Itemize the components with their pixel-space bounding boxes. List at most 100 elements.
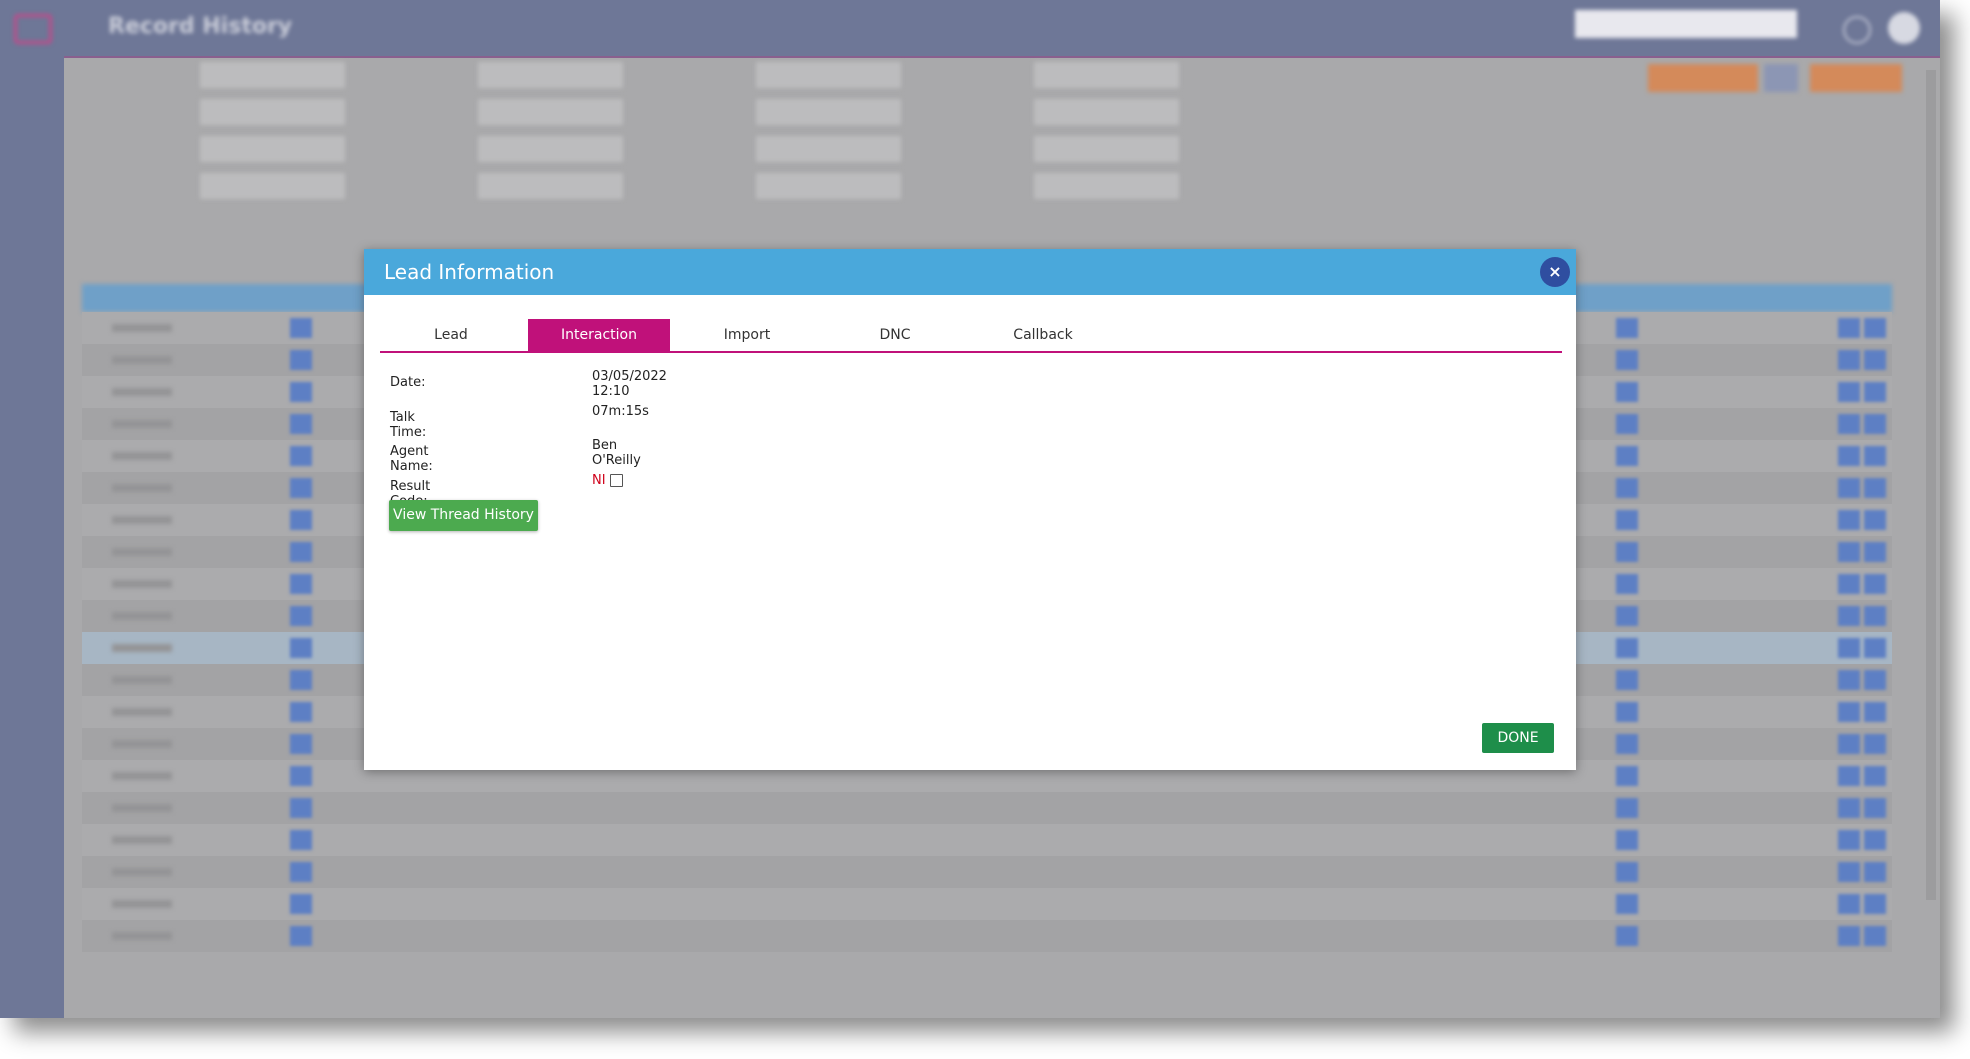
modal-header: Lead Information × (364, 249, 1576, 295)
row-icon (1838, 382, 1860, 402)
tab[interactable]: Lead (434, 327, 468, 343)
tab[interactable]: Import (723, 327, 771, 343)
row-text (112, 452, 172, 460)
filter-input (756, 99, 901, 125)
edit-icon[interactable] (610, 473, 623, 487)
row-icon (1864, 894, 1886, 914)
row-icon (1838, 798, 1860, 818)
row-icon (290, 606, 312, 626)
field-label: Date: (390, 375, 426, 390)
row-icon (1838, 574, 1860, 594)
filter-input (756, 136, 901, 162)
row-text (112, 932, 172, 940)
row-icon (1864, 318, 1886, 338)
row-text (112, 708, 172, 716)
row-icon (1838, 638, 1860, 658)
row-text (112, 420, 172, 428)
row-text (112, 772, 172, 780)
tab[interactable]: Callback (1013, 327, 1073, 343)
row-icon (1864, 862, 1886, 882)
row-icon (1616, 670, 1638, 690)
table-row (82, 920, 1892, 952)
done-button[interactable]: DONE (1482, 723, 1554, 753)
row-icon (1838, 734, 1860, 754)
filter-input (478, 62, 623, 88)
row-icon (1616, 446, 1638, 466)
filter-input (1034, 173, 1179, 199)
lead-information-modal: Lead Information × Lead Interaction Import… (364, 249, 1576, 770)
row-icon (1838, 446, 1860, 466)
row-icon (1838, 606, 1860, 626)
table-row (82, 856, 1892, 888)
row-text (112, 516, 172, 524)
row-icon (1616, 350, 1638, 370)
row-icon (1864, 670, 1886, 690)
row-icon (290, 478, 312, 498)
row-icon (1616, 382, 1638, 402)
row-icon (1864, 478, 1886, 498)
row-icon (1616, 766, 1638, 786)
close-button[interactable]: × (1540, 257, 1570, 287)
page-title: Record History (108, 14, 293, 39)
row-icon (290, 670, 312, 690)
avatar (1888, 12, 1920, 44)
row-icon (290, 446, 312, 466)
row-icon (1616, 510, 1638, 530)
row-text (112, 388, 172, 396)
search-button (1810, 64, 1902, 92)
filter-input (1034, 136, 1179, 162)
row-icon (1864, 734, 1886, 754)
row-icon (1838, 894, 1860, 914)
row-icon (1616, 542, 1638, 562)
row-icon (1864, 574, 1886, 594)
row-icon (1838, 350, 1860, 370)
row-text (112, 740, 172, 748)
row-icon (290, 382, 312, 402)
row-icon (1616, 606, 1638, 626)
row-icon (290, 798, 312, 818)
row-icon (1864, 638, 1886, 658)
scrollbar (1926, 70, 1936, 900)
filter-input (478, 136, 623, 162)
table-row (82, 792, 1892, 824)
field-value: 03/05/2022 12:10 (592, 369, 667, 399)
table-row (82, 824, 1892, 856)
row-icon (1838, 702, 1860, 722)
table-row (82, 888, 1892, 920)
row-text (112, 580, 172, 588)
sidebar (0, 56, 64, 1018)
row-icon (1864, 766, 1886, 786)
row-icon (1838, 862, 1860, 882)
row-icon (290, 574, 312, 594)
row-icon (1864, 926, 1886, 946)
row-text (112, 868, 172, 876)
filter-input (200, 62, 345, 88)
row-icon (290, 894, 312, 914)
tab-underline (380, 351, 1562, 353)
row-text (112, 356, 172, 364)
row-icon (1838, 766, 1860, 786)
row-icon (290, 766, 312, 786)
filter-input (200, 173, 345, 199)
tab[interactable]: Interaction (528, 319, 670, 351)
row-icon (1838, 926, 1860, 946)
columns-button (1764, 64, 1798, 92)
filter-input (200, 136, 345, 162)
row-icon (1616, 638, 1638, 658)
row-icon (290, 862, 312, 882)
filter-input (756, 62, 901, 88)
row-icon (1616, 702, 1638, 722)
row-icon (1616, 414, 1638, 434)
tab[interactable]: DNC (879, 327, 911, 343)
row-text (112, 676, 172, 684)
field-value: 07m:15s (592, 403, 649, 419)
filter-input (478, 99, 623, 125)
view-thread-history-button[interactable]: View Thread History (389, 500, 538, 531)
row-icon (1864, 414, 1886, 434)
field-label: Agent Name: (390, 444, 433, 474)
filter-input (200, 99, 345, 125)
row-icon (290, 638, 312, 658)
row-icon (1864, 382, 1886, 402)
row-icon (1838, 510, 1860, 530)
